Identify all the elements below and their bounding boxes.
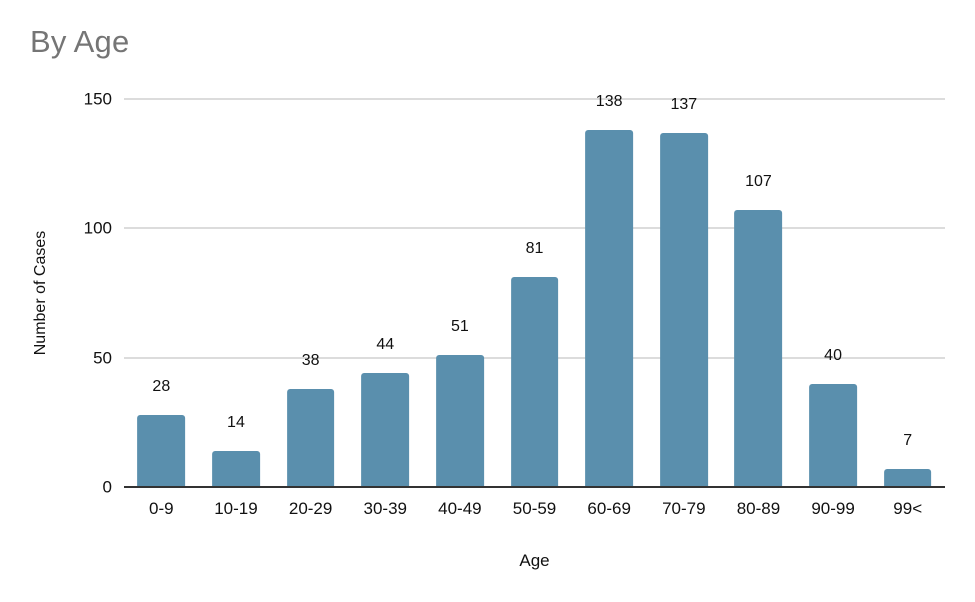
chart-title: By Age	[30, 24, 130, 59]
x-axis-tick-labels: 0-9 10-19 20-29 30-39 40-49 50-59 60-69 70-79 80…	[124, 499, 945, 519]
bar	[212, 450, 260, 487]
x-axis-tick-label: 80-89	[736, 499, 781, 518]
bar-value-label: 44	[376, 336, 395, 354]
x-axis-tick-label: 90-99	[811, 499, 855, 518]
bar-column: 138	[572, 94, 647, 487]
bar	[510, 277, 559, 487]
bar-column: 107	[721, 99, 796, 487]
bar	[809, 383, 857, 487]
bar-value-label: 38	[301, 351, 320, 369]
bar-value-label: 138	[595, 93, 623, 111]
y-axis-tick-label: 50	[93, 348, 112, 368]
bar	[734, 210, 783, 487]
bar	[883, 468, 932, 487]
y-axis-tick-label: 0	[102, 477, 112, 497]
bar-value-label: 107	[745, 173, 772, 191]
bar-value-label: 81	[525, 240, 544, 258]
bar-column: 44	[348, 99, 423, 487]
x-axis-line	[124, 486, 945, 488]
x-axis-tick-label: 10-19	[214, 499, 258, 518]
x-axis-tick-label: 60-69	[587, 499, 631, 518]
bar-value-label: 14	[227, 413, 245, 431]
bar-column: 81	[497, 99, 572, 487]
x-axis-tick-label: 70-79	[662, 499, 706, 518]
gridline	[124, 98, 945, 100]
bar-column: 7	[870, 99, 945, 487]
bar	[361, 373, 410, 487]
bar-value-label: 40	[824, 346, 842, 364]
bars-layer: 28 14 38 44 51 81 138 137 107 40 7	[124, 94, 945, 487]
bar-value-label: 137	[670, 95, 698, 113]
bar-column: 51	[423, 99, 498, 487]
bar-column: 14	[199, 99, 274, 487]
x-axis-tick-label: 0-9	[149, 499, 174, 518]
gridline	[124, 227, 945, 230]
bar-column: 137	[646, 95, 721, 487]
bar	[137, 414, 186, 487]
x-axis-tick-label: 50-59	[512, 499, 557, 518]
bar	[659, 132, 708, 487]
bar-column: 28	[124, 99, 199, 487]
x-axis-title: Age	[519, 551, 550, 570]
bar-value-label: 51	[450, 318, 469, 336]
bar-column: 38	[273, 99, 348, 487]
plot-area: 28 14 38 44 51 81 138 137 107 40 7	[124, 94, 945, 488]
bar	[286, 388, 335, 487]
y-axis-tick-label: 100	[83, 218, 112, 238]
y-axis-tick-label: 150	[83, 89, 112, 109]
bar	[585, 130, 634, 487]
x-axis-tick-label: 20-29	[288, 499, 333, 518]
bar	[435, 355, 484, 487]
y-axis-tick-labels: 0 50 100 150	[0, 91, 112, 496]
bar-value-label: 7	[903, 431, 913, 449]
bar-value-label: 28	[152, 377, 171, 395]
x-axis-tick-label: 99<	[893, 499, 923, 518]
x-axis-tick-label: 40-49	[438, 499, 482, 518]
x-axis-tick-label: 30-39	[363, 499, 407, 518]
bar-column: 40	[796, 99, 871, 487]
